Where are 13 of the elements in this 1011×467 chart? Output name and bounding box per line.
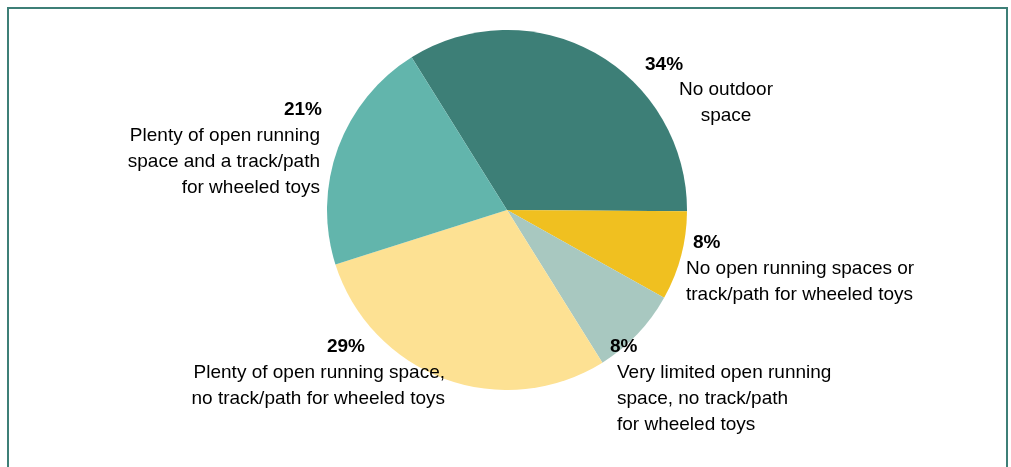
data-label: 34%: [645, 53, 684, 74]
slice-label: Very limited open running space, no track/path for wheeled toys: [617, 361, 832, 434]
data-label: 29%: [326, 335, 366, 356]
slice-label: Plenty of open running space and a track/path for wheeled toys: [127, 124, 320, 197]
data-label: 21%: [283, 98, 323, 119]
pie-slice: [507, 210, 687, 298]
data-label: 8%: [610, 335, 638, 356]
data-label: 8%: [693, 231, 721, 252]
slice-label: No outdoor space: [678, 78, 774, 125]
pie-slice: [507, 210, 665, 363]
slice-label: No open running spaces or track/path for wheeled toys: [686, 257, 915, 304]
pie-slice: [327, 57, 507, 265]
slice-label: Plenty of open running space, no track/path for wheeled toys: [191, 361, 445, 408]
